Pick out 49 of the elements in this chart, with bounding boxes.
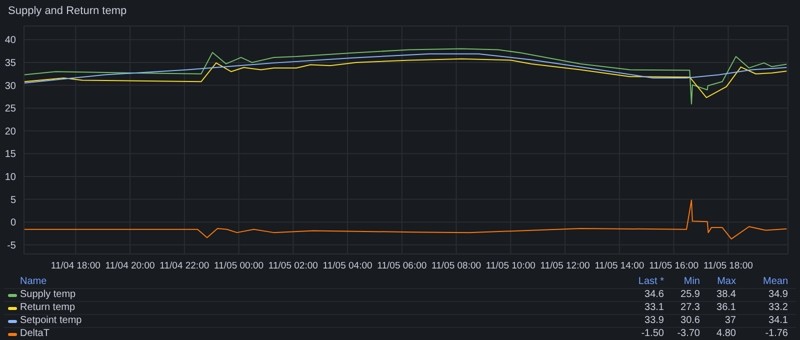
text: 34.9 [768,289,788,300]
x-tick-label: 11/05 16:00 [649,260,699,272]
x-tick-label: 11/05 08:00 [432,260,482,272]
text: 33.1 [644,302,664,313]
text: 38.4 [716,289,736,300]
text: 34.1 [768,315,788,326]
text: 34.6 [644,289,664,300]
x-tick-label: 11/05 00:00 [214,260,264,272]
legend-label: DeltaT [20,328,50,339]
x-tick-label: 11/05 12:00 [540,260,590,272]
legend-title: Name [20,276,47,287]
y-tick-label: 40 [4,35,16,46]
y-tick-label: 5 [10,194,16,206]
text: 25.9 [680,289,700,300]
text: 36.1 [716,302,736,313]
x-tick-label: 11/05 06:00 [377,260,427,272]
text: 37 [724,315,736,326]
y-tick-label: 0 [10,218,16,229]
legend-label: Supply temp [20,289,76,300]
text: 33.9 [644,315,664,326]
x-tick-label: 11/05 02:00 [268,260,318,272]
x-tick-label: 11/04 22:00 [160,260,210,272]
text: -1.50 [641,328,664,339]
x-tick-label: 11/04 20:00 [105,260,155,272]
text: Max [717,276,736,287]
x-tick-label: 11/05 04:00 [322,260,372,272]
x-tick-label: 11/05 14:00 [594,260,644,272]
x-tick-label: 11/05 18:00 [703,260,753,272]
text: 33.2 [768,302,788,313]
legend-label: Setpoint temp [20,315,82,326]
text: 4.80 [716,328,736,339]
text: Mean [762,276,788,287]
text: 30.6 [680,315,700,326]
y-tick-label: 20 [4,126,16,138]
y-tick-label: -5 [7,240,16,252]
legend-label: Return temp [20,302,76,313]
text: 27.3 [680,302,700,313]
x-tick-label: 11/04 18:00 [50,260,100,272]
chart-title: Supply and Return temp [8,5,127,17]
y-tick-label: 35 [4,58,16,70]
text: Min [684,276,700,287]
y-tick-label: 25 [4,104,16,115]
x-tick-label: 11/05 10:00 [486,260,536,272]
y-tick-label: 10 [4,172,16,184]
y-tick-label: 30 [4,80,16,92]
text: Last * [638,276,664,287]
text: -3.70 [677,328,700,339]
y-tick-label: 15 [4,149,16,160]
text: -1.76 [765,328,788,339]
